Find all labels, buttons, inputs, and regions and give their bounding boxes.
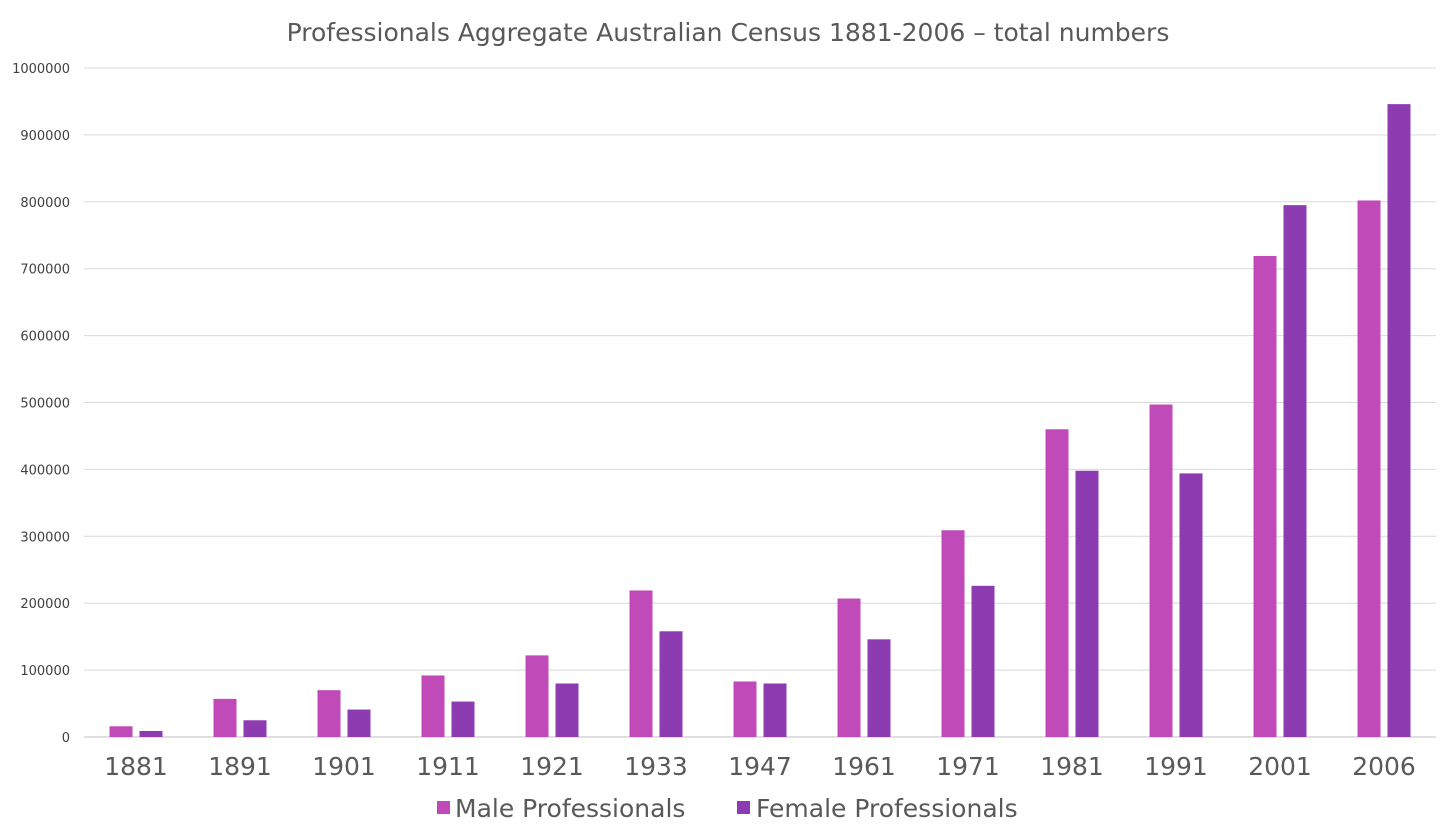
bar-female-1971 (971, 585, 995, 737)
x-tick-label-1991: 1991 (1144, 752, 1208, 781)
x-tick-label-1961: 1961 (832, 752, 896, 781)
x-tick-label-1921: 1921 (520, 752, 584, 781)
bar-male-1911 (421, 675, 445, 737)
bar-male-2001 (1253, 255, 1277, 737)
bar-male-1971 (941, 530, 965, 737)
bar-male-1981 (1045, 429, 1069, 737)
y-tick-label: 0 (62, 731, 70, 746)
x-tick-label-2006: 2006 (1352, 752, 1416, 781)
x-tick-label-1911: 1911 (416, 752, 480, 781)
bar-female-1933 (659, 631, 683, 737)
bar-female-1891 (243, 720, 267, 737)
x-tick-label-1971: 1971 (936, 752, 1000, 781)
bar-male-1961 (837, 598, 861, 737)
bar-female-2001 (1283, 205, 1307, 737)
bar-male-1881 (109, 726, 133, 737)
y-tick-label: 900000 (20, 129, 70, 144)
bar-male-1901 (317, 690, 341, 737)
x-tick-label-1901: 1901 (312, 752, 376, 781)
legend-label-male: Male Professionals (455, 794, 685, 823)
x-tick-label-2001: 2001 (1248, 752, 1312, 781)
y-tick-label: 100000 (20, 664, 70, 679)
bar-male-1891 (213, 698, 237, 737)
bar-male-1921 (525, 655, 549, 737)
y-tick-label: 300000 (20, 530, 70, 545)
bar-female-1881 (139, 730, 163, 737)
y-tick-label: 1000000 (12, 62, 70, 77)
x-tick-label-1981: 1981 (1040, 752, 1104, 781)
x-tick-label-1891: 1891 (208, 752, 272, 781)
bar-female-1911 (451, 701, 475, 737)
y-tick-label: 800000 (20, 196, 70, 211)
bar-female-1921 (555, 683, 579, 737)
x-tick-label-1881: 1881 (104, 752, 168, 781)
chart-title: Professionals Aggregate Australian Censu… (287, 18, 1170, 47)
bar-male-2006 (1357, 200, 1381, 737)
bar-female-1947 (763, 683, 787, 737)
gridlines (84, 67, 1436, 738)
bar-female-1961 (867, 639, 891, 737)
bar-female-1981 (1075, 470, 1099, 737)
legend-label-female: Female Professionals (756, 794, 1018, 823)
legend-swatch-female (737, 801, 750, 814)
y-tick-label: 400000 (20, 463, 70, 478)
x-tick-label-1947: 1947 (728, 752, 792, 781)
y-tick-label: 600000 (20, 330, 70, 345)
bar-female-1991 (1179, 473, 1203, 737)
bar-female-2006 (1387, 104, 1411, 738)
y-axis-tick-labels: 0 100000 200000 300000 400000 500000 600000 700… (12, 62, 70, 746)
bars (109, 104, 1411, 738)
y-tick-label: 500000 (20, 397, 70, 412)
bar-male-1991 (1149, 404, 1173, 737)
legend-swatch-male (437, 801, 450, 814)
legend: Male Professionals Female Professionals (437, 794, 1018, 823)
bar-male-1947 (733, 681, 757, 737)
x-tick-label-1933: 1933 (624, 752, 688, 781)
y-tick-label: 700000 (20, 263, 70, 278)
y-tick-label: 200000 (20, 597, 70, 612)
bar-male-1933 (629, 590, 653, 737)
x-axis-tick-labels: 1881 1891 1901 1911 1921 1933 1947 1961 1971 1981… (104, 752, 1416, 781)
bar-female-1901 (347, 709, 371, 737)
